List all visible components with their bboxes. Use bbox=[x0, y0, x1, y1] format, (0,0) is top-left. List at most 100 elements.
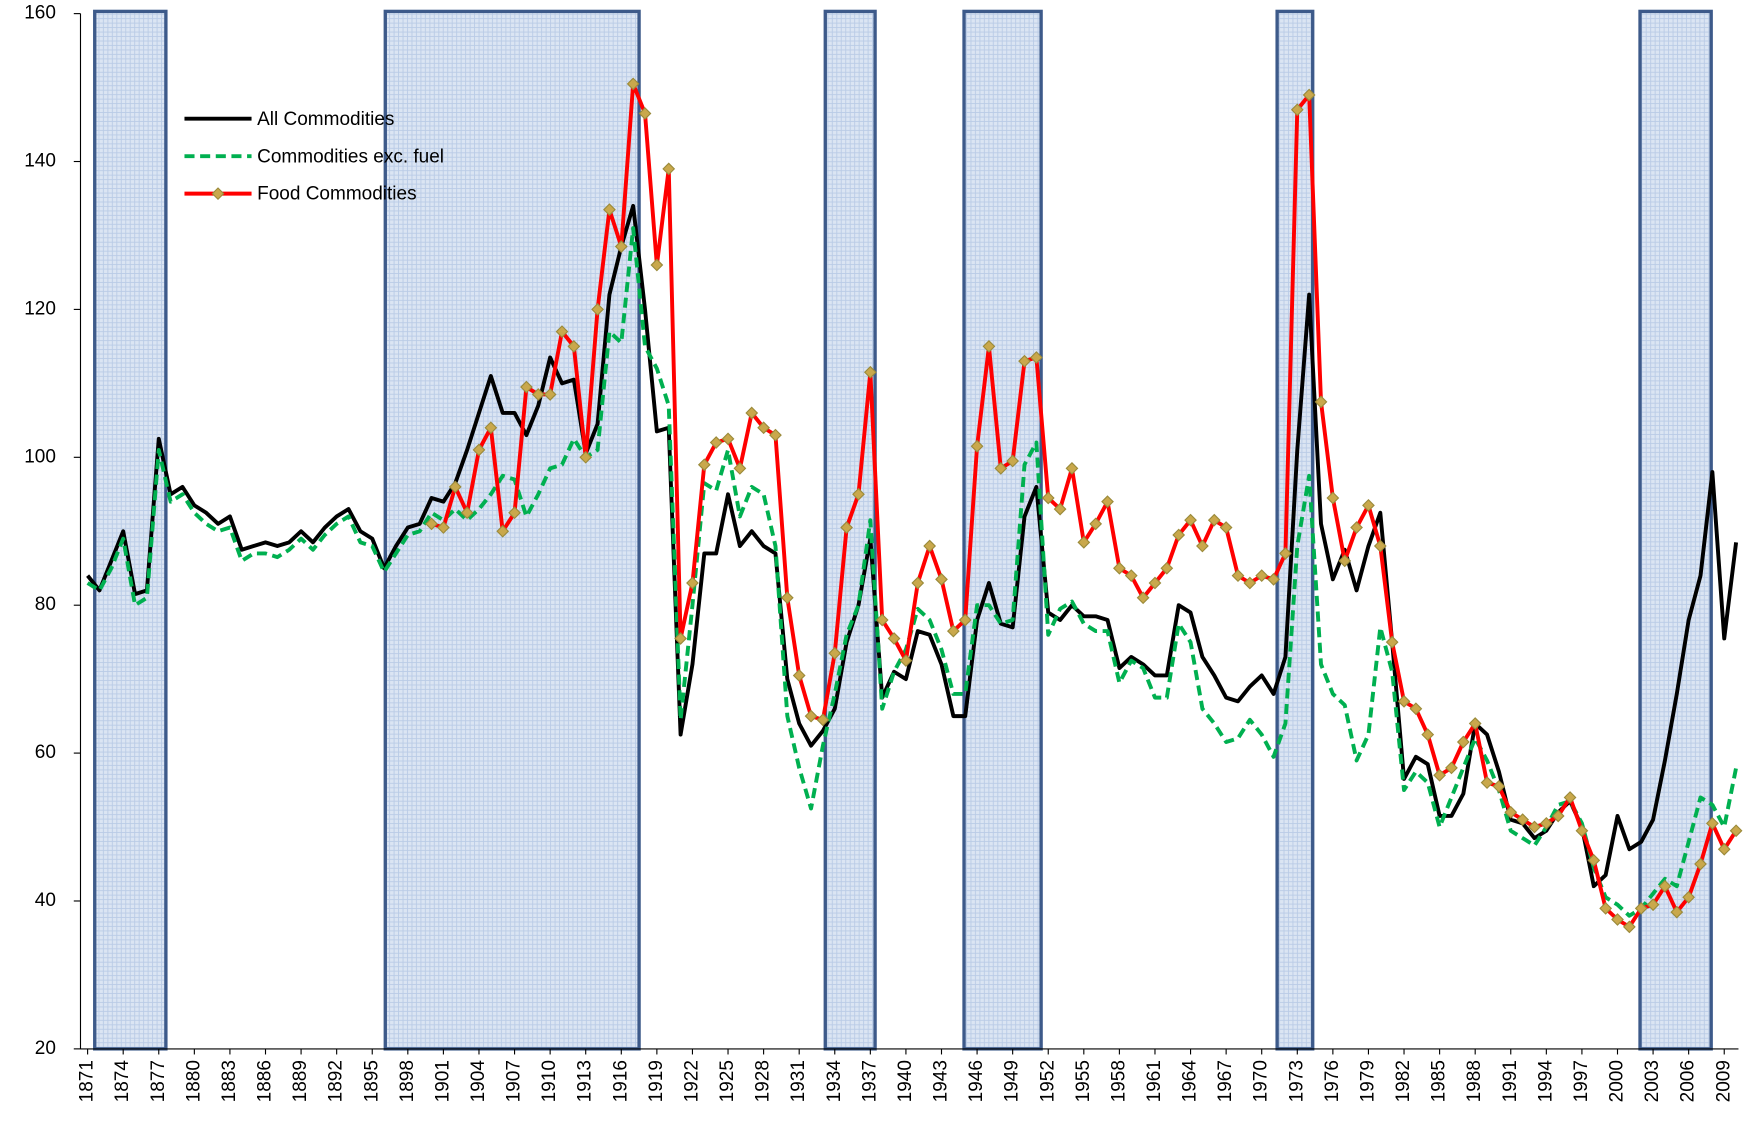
data-marker bbox=[1456, 735, 1470, 749]
data-marker bbox=[1516, 813, 1529, 827]
data-marker bbox=[579, 450, 593, 464]
shaded-period bbox=[962, 9, 1043, 1051]
data-marker bbox=[1041, 491, 1055, 505]
x-tick-label: 1907 bbox=[504, 1060, 525, 1102]
data-marker bbox=[1362, 498, 1375, 512]
data-marker bbox=[1113, 561, 1126, 575]
x-tick-label: 1955 bbox=[1073, 1060, 1094, 1102]
data-marker bbox=[1468, 717, 1482, 730]
data-marker bbox=[958, 613, 972, 627]
data-marker bbox=[1729, 824, 1743, 838]
x-tick-label: 1871 bbox=[77, 1060, 98, 1102]
x-tick-label: 1901 bbox=[432, 1060, 453, 1102]
data-marker bbox=[1231, 569, 1245, 583]
x-tick-label: 1931 bbox=[788, 1060, 809, 1102]
x-tick-label: 1961 bbox=[1144, 1060, 1165, 1102]
x-tick-label: 1898 bbox=[397, 1060, 418, 1102]
data-marker bbox=[1160, 561, 1174, 575]
data-marker bbox=[697, 458, 711, 472]
x-tick-label: 1985 bbox=[1429, 1060, 1450, 1102]
data-marker bbox=[816, 713, 830, 727]
data-marker bbox=[1445, 761, 1458, 775]
data-marker bbox=[425, 517, 438, 531]
data-marker bbox=[1184, 513, 1197, 527]
x-tick-label: 1928 bbox=[753, 1060, 774, 1102]
x-tick-label: 1904 bbox=[468, 1060, 489, 1103]
y-tick-label: 120 bbox=[24, 298, 56, 319]
data-marker bbox=[1136, 591, 1150, 605]
data-marker bbox=[1385, 635, 1399, 649]
data-marker bbox=[603, 203, 616, 216]
x-tick-label: 1925 bbox=[717, 1060, 738, 1102]
data-marker bbox=[970, 439, 984, 453]
x-tick-label: 1958 bbox=[1108, 1060, 1129, 1102]
data-marker bbox=[520, 380, 533, 394]
data-marker bbox=[709, 436, 723, 449]
data-marker bbox=[614, 240, 628, 253]
shaded-period bbox=[93, 9, 168, 1051]
data-marker bbox=[1314, 395, 1328, 409]
data-marker bbox=[1053, 502, 1067, 516]
x-tick-label: 1964 bbox=[1180, 1060, 1201, 1103]
data-marker bbox=[1148, 576, 1162, 590]
x-tick-label: 1982 bbox=[1393, 1060, 1414, 1102]
x-tick-label: 1874 bbox=[112, 1060, 133, 1103]
data-marker bbox=[899, 654, 913, 668]
x-tick-label: 1949 bbox=[1002, 1060, 1023, 1102]
data-marker bbox=[448, 480, 462, 494]
x-tick-label: 1934 bbox=[824, 1060, 845, 1103]
data-marker bbox=[1694, 857, 1707, 871]
data-marker bbox=[935, 572, 948, 586]
series-line bbox=[86, 226, 1739, 918]
data-marker bbox=[875, 613, 889, 627]
x-tick-label: 1946 bbox=[966, 1060, 987, 1102]
data-marker bbox=[638, 107, 652, 120]
y-tick-label: 40 bbox=[35, 890, 56, 911]
data-marker bbox=[1290, 103, 1304, 117]
x-tick-label: 2009 bbox=[1713, 1060, 1734, 1102]
data-marker bbox=[1255, 569, 1269, 583]
data-marker bbox=[555, 325, 569, 338]
x-tick-label: 1940 bbox=[895, 1060, 916, 1102]
data-marker bbox=[1267, 572, 1280, 586]
data-marker bbox=[804, 709, 818, 723]
series-line bbox=[86, 203, 1739, 889]
data-marker bbox=[1658, 879, 1672, 893]
x-tick-label: 1895 bbox=[361, 1060, 382, 1102]
x-tick-label: 1988 bbox=[1464, 1060, 1485, 1102]
x-tick-label: 1922 bbox=[681, 1060, 702, 1102]
legend-label: Commodities exc. fuel bbox=[257, 146, 444, 167]
data-marker bbox=[460, 506, 474, 520]
data-marker bbox=[721, 432, 735, 446]
data-marker bbox=[1563, 791, 1577, 804]
data-marker bbox=[1124, 569, 1138, 583]
data-marker bbox=[686, 576, 699, 590]
data-marker bbox=[757, 421, 770, 435]
x-tick-label: 1916 bbox=[610, 1060, 631, 1102]
data-marker bbox=[1397, 694, 1411, 708]
data-marker bbox=[994, 462, 1008, 475]
data-marker bbox=[437, 521, 450, 534]
legend-marker bbox=[211, 187, 225, 201]
data-marker bbox=[662, 162, 676, 176]
x-tick-label: 1937 bbox=[859, 1060, 880, 1102]
data-marker bbox=[508, 506, 521, 520]
data-marker bbox=[911, 576, 925, 590]
x-tick-label: 1880 bbox=[183, 1060, 204, 1102]
x-tick-label: 1997 bbox=[1571, 1060, 1592, 1102]
data-marker bbox=[1587, 853, 1601, 867]
shaded-period bbox=[1638, 9, 1713, 1051]
x-tick-label: 2003 bbox=[1642, 1060, 1663, 1102]
data-marker bbox=[1338, 554, 1352, 568]
data-marker bbox=[1551, 809, 1565, 823]
x-tick-label: 1919 bbox=[646, 1060, 667, 1102]
data-marker bbox=[1006, 454, 1020, 468]
x-tick-label: 1943 bbox=[931, 1060, 952, 1102]
data-marker bbox=[733, 462, 747, 475]
x-tick-label: 1967 bbox=[1215, 1060, 1236, 1102]
data-marker bbox=[1492, 779, 1506, 793]
data-marker bbox=[923, 539, 937, 553]
y-tick-label: 140 bbox=[24, 151, 56, 172]
data-marker bbox=[1279, 547, 1292, 560]
y-tick-label: 100 bbox=[24, 446, 56, 467]
